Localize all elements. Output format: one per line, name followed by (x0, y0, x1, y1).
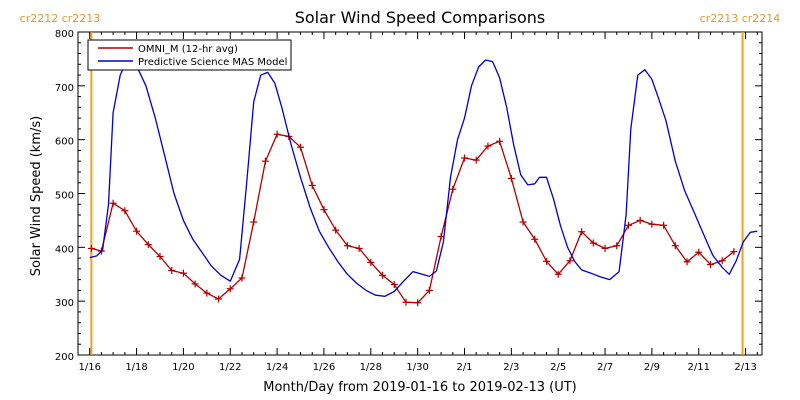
series-line-1 (89, 59, 758, 297)
series-point (332, 226, 340, 234)
legend-box (87, 39, 292, 71)
x-tick-label: 2/11 (688, 362, 710, 373)
x-tick-label: 1/16 (78, 362, 100, 373)
series-point (496, 137, 504, 145)
series-point (168, 266, 176, 274)
series-point (355, 244, 363, 252)
carrington-label: cr2213 cr2214 (700, 12, 781, 25)
series-point (531, 235, 539, 243)
y-tick-label: 300 (55, 298, 74, 309)
x-tick-label: 1/20 (172, 362, 194, 373)
series-point (648, 220, 656, 228)
x-tick-label: 1/18 (125, 362, 147, 373)
x-axis: 1/16 1/18 1/20 1/22 1/24 1/26 1/28 1/30 2/1 2/3 2/… (78, 32, 758, 373)
series-line-0 (91, 133, 735, 304)
x-tick-label: 2/3 (503, 362, 519, 373)
series-point (554, 270, 562, 278)
series-point (297, 143, 305, 151)
series-point (367, 258, 375, 266)
x-tick-label: 1/26 (313, 362, 335, 373)
series-point (660, 221, 668, 229)
series-point (601, 244, 609, 252)
series-point (402, 298, 410, 306)
series-point (320, 206, 328, 214)
series-point (144, 241, 152, 249)
series-point (449, 185, 457, 193)
series-point (261, 157, 269, 165)
series-point (484, 142, 492, 150)
series-point (624, 221, 632, 229)
series-point (519, 218, 527, 226)
x-tick-label: 1/22 (219, 362, 241, 373)
x-tick-label: 1/30 (406, 362, 428, 373)
series-point (215, 295, 223, 303)
series-point (507, 174, 515, 182)
y-tick-label: 800 (55, 29, 74, 40)
x-axis-title: Month/Day from 2019-01-16 to 2019-02-13 … (263, 380, 576, 395)
legend-omni-label: OMNI_M (12-hr avg) (138, 44, 238, 55)
series-point (343, 242, 351, 250)
series-point (203, 289, 211, 297)
series-point (191, 280, 199, 288)
series-point (425, 286, 433, 294)
y-tick-label: 200 (55, 352, 74, 363)
series-point (308, 181, 316, 189)
series-point (133, 227, 141, 235)
x-tick-label: 1/24 (266, 362, 288, 373)
y-axis: 200 300 400 500 600 700 800 (55, 29, 762, 363)
series-point (226, 285, 234, 293)
legend-model-label: Predictive Science MAS Model (138, 57, 287, 68)
x-tick-label: 2/13 (734, 362, 756, 373)
series-point (238, 274, 246, 282)
series-point (390, 280, 398, 288)
series-point (613, 242, 621, 250)
series-layer (87, 59, 758, 307)
series-point (589, 239, 597, 247)
series-point (683, 258, 691, 266)
series-point (706, 261, 714, 269)
series-point (542, 257, 550, 265)
series-point (109, 199, 117, 207)
series-point (730, 248, 738, 256)
y-tick-label: 400 (55, 244, 74, 255)
y-tick-label: 600 (55, 137, 74, 148)
series-point (636, 216, 644, 224)
y-axis-title: Solar Wind Speed (km/s) (29, 116, 44, 276)
x-tick-label: 1/28 (360, 362, 382, 373)
series-point (121, 207, 129, 215)
series-point (578, 228, 586, 236)
series-point (156, 252, 164, 260)
series-point (718, 257, 726, 265)
x-tick-label: 2/7 (597, 362, 613, 373)
chart-title: Solar Wind Speed Comparisons (295, 8, 546, 27)
series-point (250, 218, 258, 226)
series-point (671, 242, 679, 250)
series-point (695, 248, 703, 256)
series-point (273, 130, 281, 138)
x-tick-label: 2/5 (550, 362, 566, 373)
y-tick-label: 500 (55, 191, 74, 202)
legend: OMNI_M (12-hr avg) Predictive Science MA… (87, 39, 292, 71)
series-point (379, 271, 387, 279)
series-point (414, 299, 422, 307)
series-point (566, 257, 574, 265)
series-point (461, 154, 469, 162)
y-tick-label: 700 (55, 83, 74, 94)
x-tick-label: 2/1 (456, 362, 472, 373)
series-point (472, 156, 480, 164)
x-tick-label: 2/9 (644, 362, 660, 373)
carrington-label: cr2212 cr2213 (20, 12, 101, 25)
series-point (87, 244, 95, 252)
series-point (179, 269, 187, 277)
carrington-boundaries: cr2212 cr2213 cr2213 cr2214 (20, 12, 781, 355)
